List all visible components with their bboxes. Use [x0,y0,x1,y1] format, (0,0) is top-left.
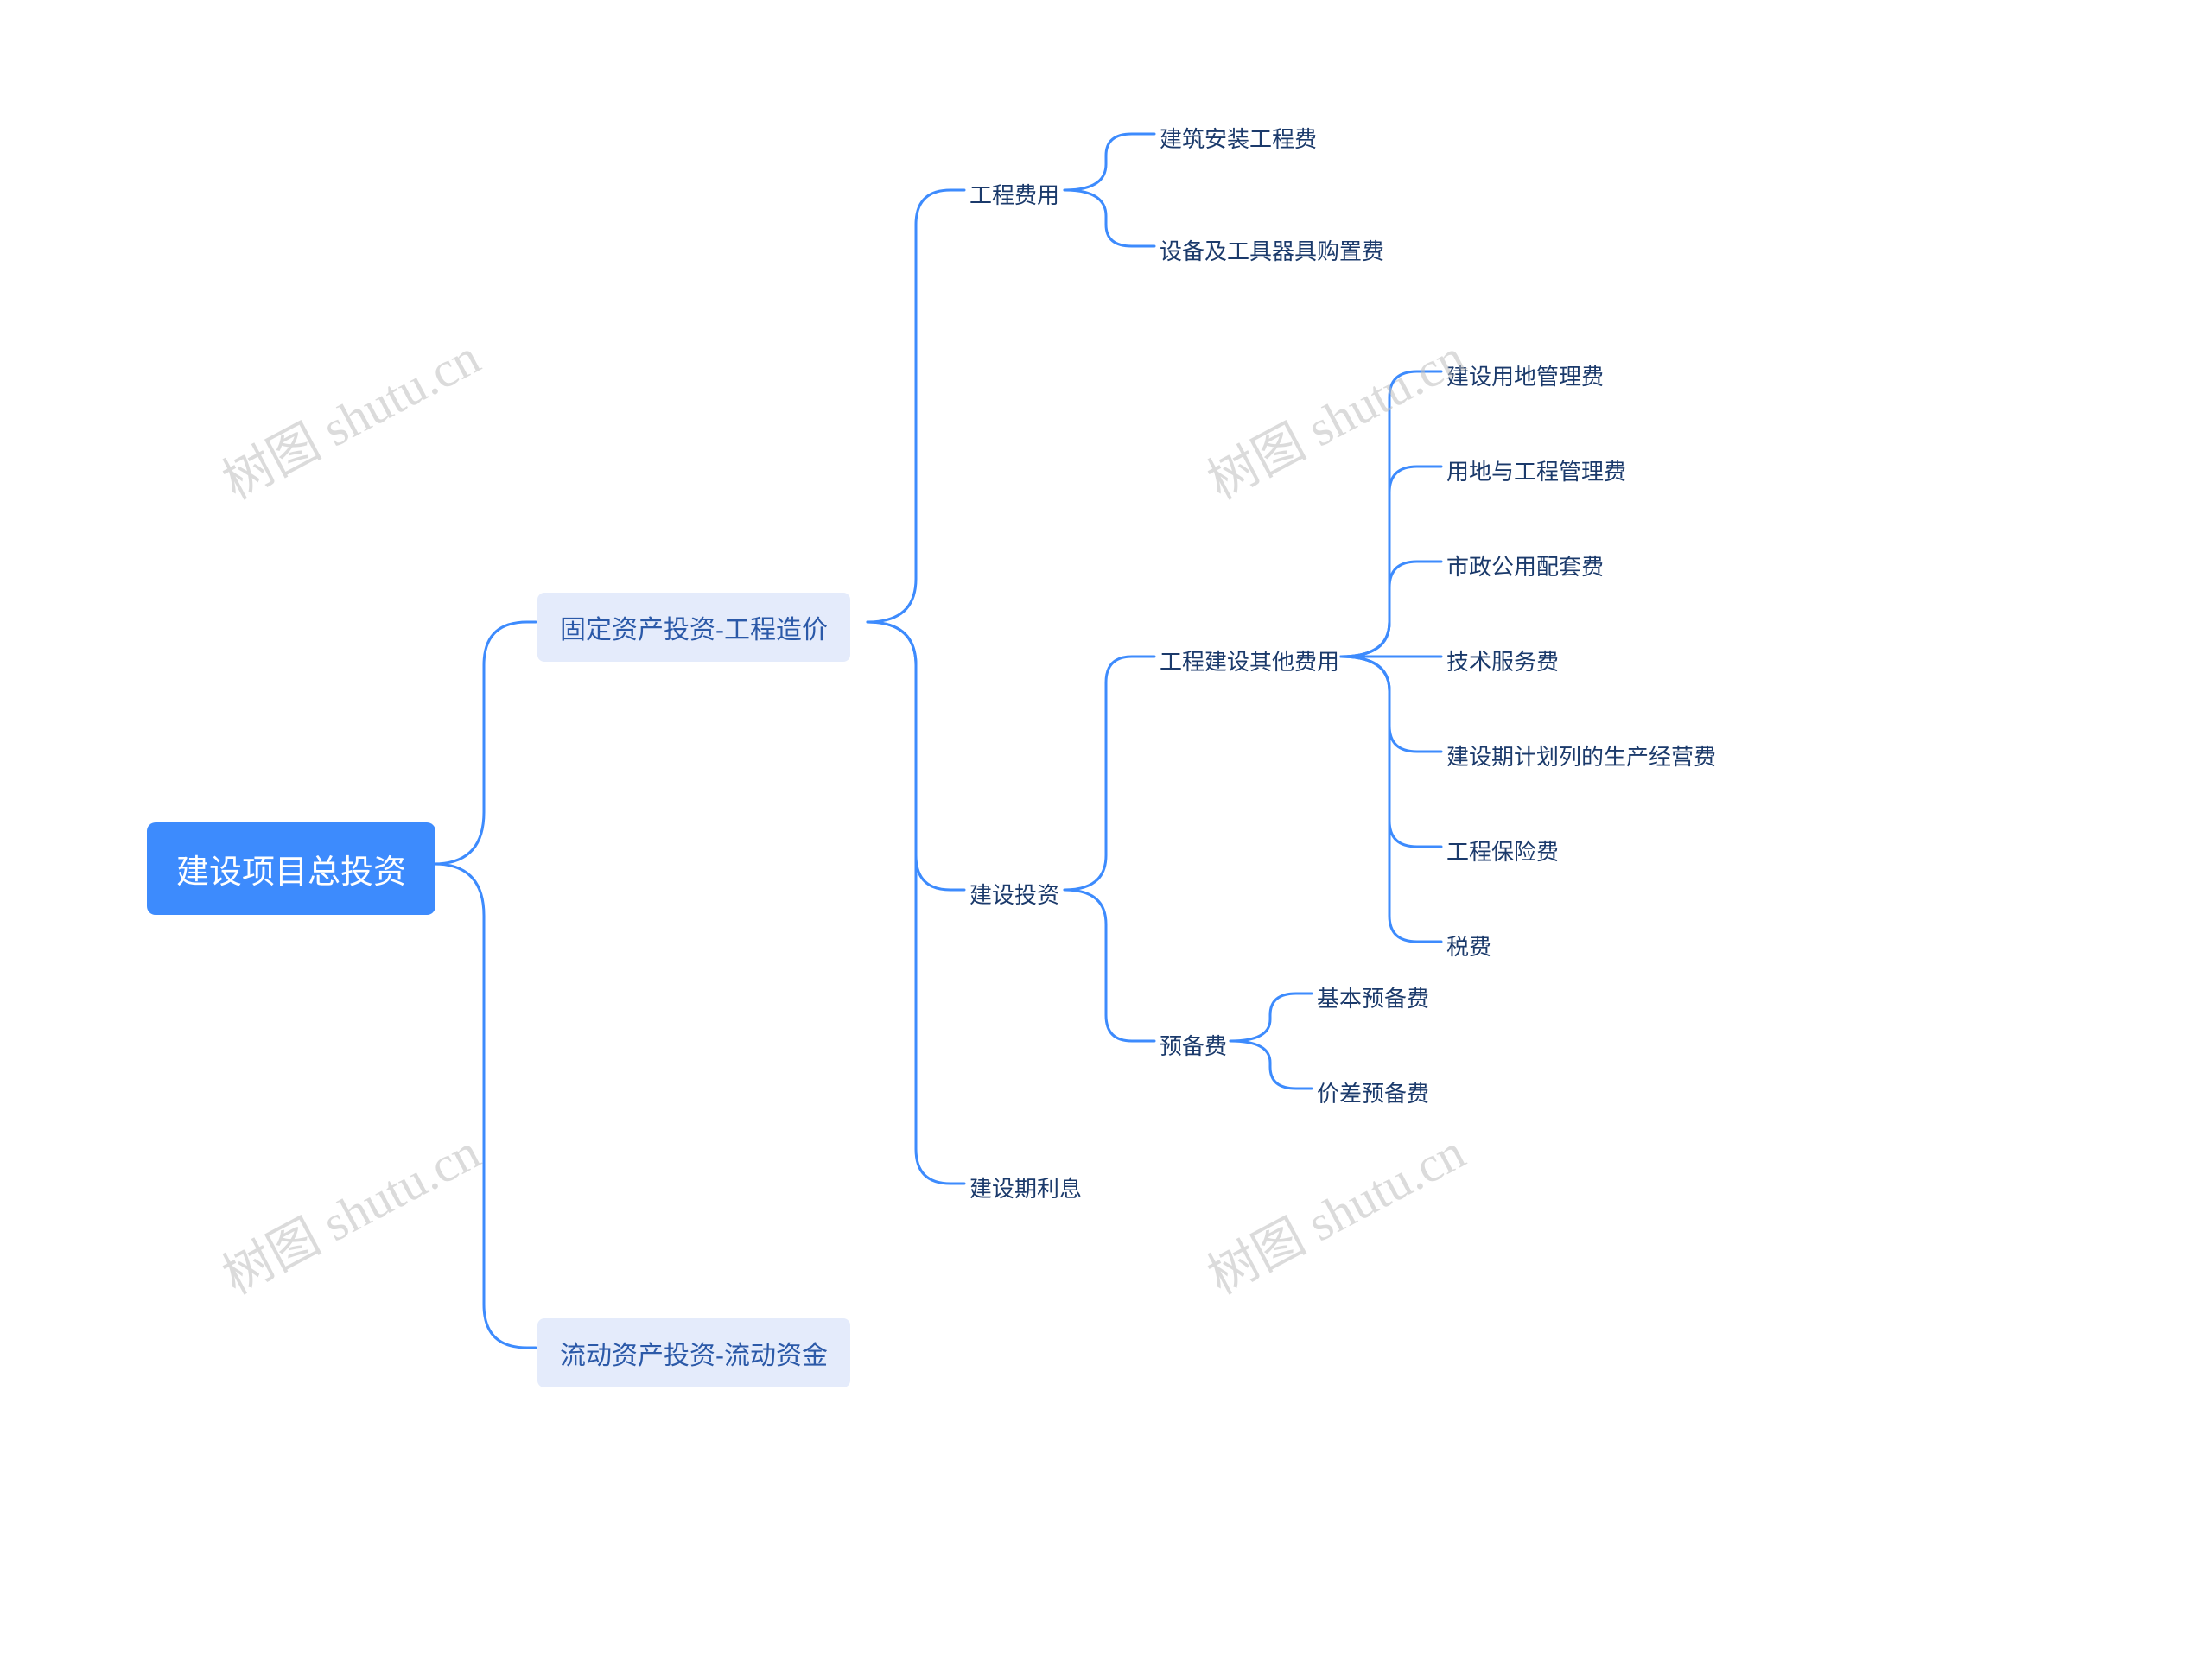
level2-node-0: 工程费用 [968,175,1061,213]
construction-child-label-1: 预备费 [1160,1033,1227,1059]
other-fee-child-4: 建设期计划列的生产经营费 [1445,736,1718,775]
other-fee-child-label-1: 用地与工程管理费 [1446,459,1626,485]
watermark-2: 树图 shutu.cn [208,1112,491,1308]
level1-label-1: 流动资产投资-流动资金 [560,1342,828,1370]
watermark-3: 树图 shutu.cn [1193,1112,1476,1308]
level2-label-1: 建设投资 [969,882,1059,908]
level2-label-2: 建设期利息 [969,1176,1082,1202]
other-fee-child-label-6: 税费 [1446,934,1491,960]
construction-child-1: 预备费 [1158,1025,1229,1064]
watermark-0: 树图 shutu.cn [208,317,491,513]
level1-node-1: 流动资产投资-流动资金 [537,1318,850,1387]
root-node: 建设项目总投资 [147,822,435,915]
reserve-child-1: 价差预备费 [1315,1073,1431,1112]
other-fee-child-label-2: 市政公用配套费 [1446,554,1604,580]
construction-child-0: 工程建设其他费用 [1158,641,1341,680]
other-fee-child-0: 建设用地管理费 [1445,356,1605,395]
level2-label-0: 工程费用 [969,182,1059,208]
watermark-text-0: 树图 shutu.cn [214,328,489,510]
level2-node-1: 建设投资 [968,874,1061,913]
root-label: 建设项目总投资 [176,854,406,891]
other-fee-child-2: 市政公用配套费 [1445,546,1605,585]
watermark-text-3: 树图 shutu.cn [1199,1123,1474,1305]
level2-node-2: 建设期利息 [968,1168,1084,1207]
reserve-child-label-0: 基本预备费 [1317,986,1429,1012]
other-fee-child-label-5: 工程保险费 [1446,839,1559,865]
other-fee-child-3: 技术服务费 [1445,641,1560,680]
eng-fee-child-label-0: 建筑安装工程费 [1160,126,1317,152]
construction-child-label-0: 工程建设其他费用 [1160,649,1339,675]
eng-fee-child-0: 建筑安装工程费 [1158,118,1319,157]
watermark-1: 树图 shutu.cn [1193,317,1476,513]
watermark-text-2: 树图 shutu.cn [214,1123,489,1305]
other-fee-child-5: 工程保险费 [1445,831,1560,870]
other-fee-child-6: 税费 [1445,926,1493,965]
other-fee-child-label-4: 建设期计划列的生产经营费 [1446,744,1716,770]
other-fee-child-label-3: 技术服务费 [1446,649,1559,675]
reserve-child-0: 基本预备费 [1315,978,1431,1017]
other-fee-child-1: 用地与工程管理费 [1445,451,1628,490]
reserve-child-label-1: 价差预备费 [1317,1081,1429,1107]
eng-fee-child-label-1: 设备及工具器具购置费 [1160,238,1384,264]
watermark-text-1: 树图 shutu.cn [1199,328,1474,510]
level1-label-0: 固定资产投资-工程造价 [560,616,828,644]
level1-node-0: 固定资产投资-工程造价 [537,593,850,662]
eng-fee-child-1: 设备及工具器具购置费 [1158,231,1386,270]
other-fee-child-label-0: 建设用地管理费 [1446,364,1604,390]
